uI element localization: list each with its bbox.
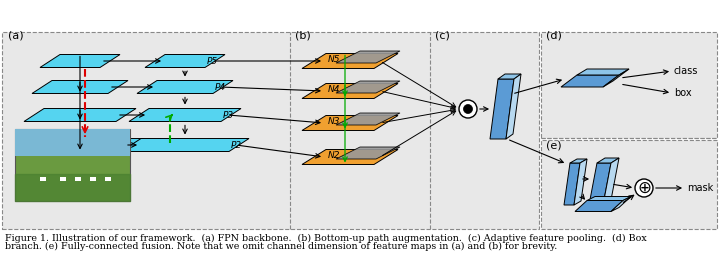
Polygon shape	[137, 80, 233, 93]
Polygon shape	[577, 69, 629, 75]
Text: box: box	[674, 88, 692, 98]
Polygon shape	[597, 158, 619, 163]
Polygon shape	[336, 81, 400, 93]
Text: (e): (e)	[546, 140, 562, 150]
Bar	[15, 129, 130, 201]
Polygon shape	[32, 80, 128, 93]
Text: P4: P4	[215, 82, 226, 91]
Polygon shape	[145, 55, 225, 68]
Text: P5: P5	[207, 57, 218, 66]
Polygon shape	[603, 158, 619, 205]
Text: P2: P2	[231, 141, 242, 150]
Polygon shape	[16, 138, 144, 152]
Polygon shape	[506, 74, 521, 139]
Polygon shape	[490, 79, 514, 139]
Polygon shape	[498, 74, 521, 79]
Polygon shape	[336, 51, 400, 63]
Circle shape	[635, 179, 653, 197]
Bar	[75, 177, 81, 181]
Polygon shape	[575, 200, 623, 211]
Polygon shape	[603, 69, 629, 87]
Text: Figure 1. Illustration of our framework.  (a) FPN backbone.  (b) Bottom-up path : Figure 1. Illustration of our framework.…	[5, 234, 647, 243]
Text: N4: N4	[328, 84, 341, 93]
Polygon shape	[587, 197, 631, 200]
Text: ⊕: ⊕	[637, 179, 651, 197]
Bar	[60, 177, 66, 181]
Polygon shape	[611, 197, 631, 211]
Text: branch. (e) Fully-connected fusion. Note that we omit channel dimension of featu: branch. (e) Fully-connected fusion. Note…	[5, 242, 557, 251]
Bar	[541, 140, 717, 229]
Polygon shape	[40, 55, 120, 68]
Polygon shape	[336, 147, 400, 159]
Text: P3: P3	[223, 111, 234, 120]
Text: (b): (b)	[295, 30, 311, 40]
Text: (a): (a)	[8, 30, 24, 40]
Bar	[2, 32, 539, 229]
Polygon shape	[564, 163, 580, 205]
Text: (d): (d)	[546, 30, 562, 40]
Polygon shape	[121, 138, 249, 152]
Bar	[15, 129, 130, 156]
Text: N3: N3	[328, 116, 341, 125]
Text: N2: N2	[328, 151, 341, 159]
Text: class: class	[674, 66, 698, 76]
Polygon shape	[574, 159, 587, 205]
Circle shape	[464, 104, 472, 113]
Polygon shape	[570, 159, 587, 163]
Polygon shape	[129, 109, 241, 122]
Polygon shape	[589, 163, 611, 205]
Bar	[541, 32, 717, 138]
Polygon shape	[302, 83, 398, 99]
Bar	[40, 177, 46, 181]
Bar	[105, 177, 111, 181]
Polygon shape	[302, 54, 398, 69]
Text: mask: mask	[687, 183, 714, 193]
Polygon shape	[336, 113, 400, 125]
Text: N5: N5	[328, 55, 341, 63]
Bar	[90, 177, 96, 181]
Polygon shape	[24, 109, 136, 122]
Polygon shape	[302, 150, 398, 165]
Polygon shape	[302, 115, 398, 131]
Polygon shape	[561, 75, 619, 87]
Text: (c): (c)	[435, 30, 450, 40]
Circle shape	[459, 100, 477, 118]
